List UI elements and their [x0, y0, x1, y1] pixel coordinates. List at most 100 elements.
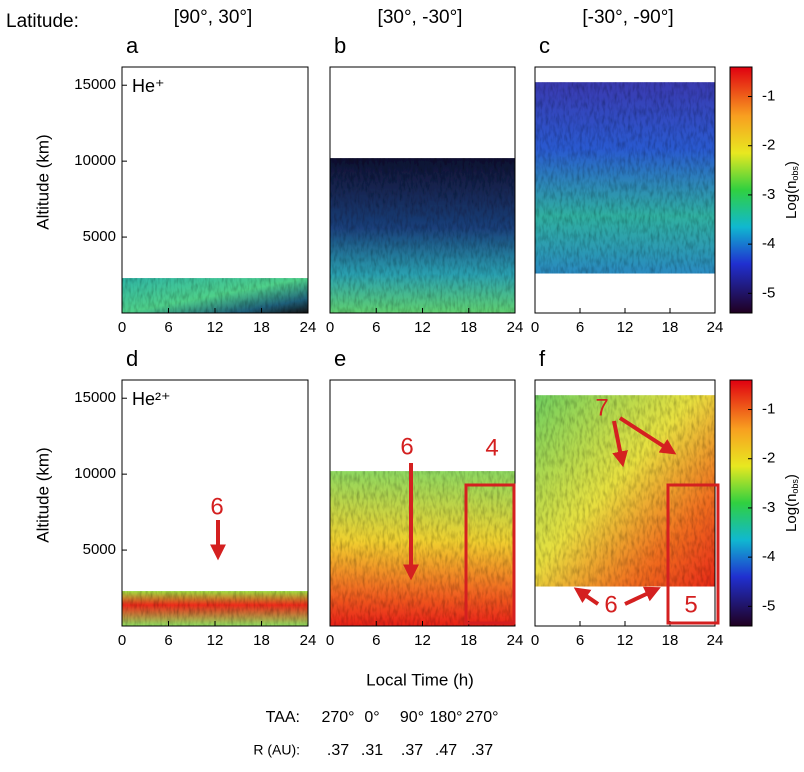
heatmap-cells: [535, 82, 715, 274]
x-tick-label: 18: [460, 632, 477, 649]
heatmap-cells: [535, 395, 715, 587]
x-tick-label: 24: [507, 319, 524, 336]
x-tick-label: 24: [300, 632, 317, 649]
colorbar-tick-label: -1: [762, 87, 775, 104]
y-tick-label: 10000: [74, 465, 116, 482]
annotation-label: 6: [604, 591, 617, 618]
r-value: .47: [435, 742, 457, 759]
colorbar-label-part: ): [783, 474, 800, 479]
x-tick-label: 24: [507, 632, 524, 649]
colorbar-tick-label: -5: [762, 597, 775, 614]
taa-value: 270°: [465, 709, 498, 726]
highlight-box: [666, 483, 720, 625]
y-tick-label: 5000: [83, 228, 116, 245]
x-tick-label: 18: [460, 319, 477, 336]
x-tick-label: 18: [253, 319, 270, 336]
x-tick-label: 6: [372, 632, 380, 649]
r-value: .37: [471, 742, 493, 759]
x-tick-label: 0: [326, 319, 334, 336]
r-label: R (AU):: [253, 742, 300, 758]
x-tick-label: 12: [617, 632, 634, 649]
x-tick-label: 12: [207, 632, 224, 649]
heatmap-cells: [330, 471, 515, 626]
colorbar-label-part: obs: [790, 479, 800, 494]
colorbar-label: Log(nobs): [783, 474, 800, 532]
colorbar-tick-label: -2: [762, 137, 775, 154]
taa-label: TAA:: [266, 709, 300, 726]
heatmap-cells: [122, 278, 308, 313]
x-axis-label: Local Time (h): [366, 670, 474, 689]
y-tick-label: 5000: [83, 541, 116, 558]
taa-value: 270°: [321, 709, 354, 726]
highlight-box: [464, 483, 516, 625]
x-tick-label: 0: [531, 632, 539, 649]
colorbar-tick-label: -4: [762, 235, 775, 252]
r-value: .37: [401, 742, 423, 759]
colorbar: [729, 66, 753, 314]
x-tick-label: 6: [576, 319, 584, 336]
ion-label: He⁺: [132, 76, 165, 96]
y-tick-label: 10000: [74, 152, 116, 169]
x-tick-label: 24: [300, 319, 317, 336]
heatmap-cells: [330, 158, 515, 313]
taa-value: 0°: [364, 709, 379, 726]
column-header: [-30°, -90°]: [582, 7, 673, 28]
arrow: [624, 586, 661, 606]
taa-value: 180°: [429, 709, 462, 726]
colorbar-tick-label: -3: [762, 186, 775, 203]
annotation-label: 4: [485, 434, 498, 461]
colorbar-tick-label: -2: [762, 450, 775, 467]
panel-letter: d: [126, 346, 138, 371]
x-tick-label: 12: [207, 319, 224, 336]
column-header: [30°, -30°]: [378, 7, 463, 28]
x-tick-label: 6: [372, 319, 380, 336]
x-tick-label: 24: [707, 632, 724, 649]
heatmap-cells: [122, 591, 308, 626]
x-tick-label: 18: [662, 319, 679, 336]
y-axis-label: Altitude (km): [33, 447, 52, 542]
column-header: [90°, 30°]: [174, 7, 253, 28]
annotation-label: 6: [400, 433, 413, 460]
panel-letter: c: [539, 33, 550, 58]
annotation-label: 6: [210, 493, 223, 520]
y-axis-label: Altitude (km): [33, 134, 52, 229]
panel-letter: a: [126, 33, 139, 58]
panel-letter: e: [334, 346, 346, 371]
arrow: [573, 587, 600, 606]
figure-title: Latitude:: [6, 11, 79, 32]
arrow: [618, 416, 677, 455]
colorbar-tick-label: -5: [762, 284, 775, 301]
x-tick-label: 18: [253, 632, 270, 649]
colorbar-tick-label: -4: [762, 548, 775, 565]
colorbar-label: Log(nobs): [783, 161, 800, 219]
x-tick-label: 12: [414, 319, 431, 336]
panel-letter: f: [539, 346, 546, 371]
x-tick-label: 0: [118, 319, 126, 336]
arrow: [612, 420, 628, 468]
x-tick-label: 6: [164, 632, 172, 649]
x-tick-label: 6: [164, 319, 172, 336]
r-value: .31: [361, 742, 383, 759]
x-tick-label: 18: [662, 632, 679, 649]
x-tick-label: 0: [531, 319, 539, 336]
x-tick-label: 6: [576, 632, 584, 649]
colorbar-tick-label: -3: [762, 499, 775, 516]
taa-value: 90°: [400, 709, 424, 726]
colorbar-label-part: obs: [790, 166, 800, 181]
x-tick-label: 0: [326, 632, 334, 649]
plot-frame: [121, 66, 309, 314]
colorbar-label-part: Log(n: [783, 181, 800, 219]
annotation-label: 7: [595, 394, 608, 421]
y-tick-label: 15000: [74, 76, 116, 93]
x-tick-label: 24: [707, 319, 724, 336]
annotation-label: 5: [684, 591, 697, 618]
x-tick-label: 12: [617, 319, 634, 336]
colorbar: [729, 379, 753, 627]
ion-label: He²⁺: [132, 389, 171, 409]
y-tick-label: 15000: [74, 389, 116, 406]
colorbar-label-part: Log(n: [783, 494, 800, 532]
x-tick-label: 12: [414, 632, 431, 649]
x-tick-label: 0: [118, 632, 126, 649]
colorbar-tick-label: -1: [762, 400, 775, 417]
